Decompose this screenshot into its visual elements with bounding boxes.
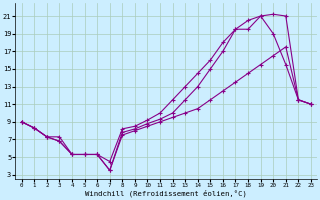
X-axis label: Windchill (Refroidissement éolien,°C): Windchill (Refroidissement éolien,°C) [85,190,247,197]
